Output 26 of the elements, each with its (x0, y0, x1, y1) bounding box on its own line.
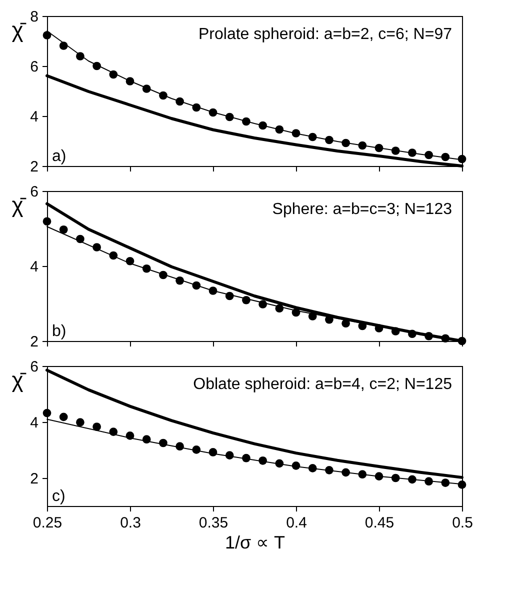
annotation: Prolate spheroid: a=b=2, c=6; N=97 (198, 26, 452, 43)
x-tick-label: 0.45 (364, 514, 394, 532)
x-tick-label: 0.35 (198, 514, 228, 532)
y-axis-title: χ̄ (12, 18, 26, 42)
y-tick-label: 2 (30, 470, 38, 488)
x-tick-label: 0.3 (120, 514, 141, 532)
y-tick-label: 2 (30, 334, 38, 350)
y-tick-label: 4 (30, 258, 38, 276)
y-tick-label: 6 (30, 58, 38, 76)
annotation: Oblate spheroid: a=b=4, c=2; N=125 (193, 376, 452, 393)
y-tick-label: 6 (30, 184, 38, 200)
y-tick-label: 4 (30, 108, 38, 126)
annotation: c) (52, 488, 66, 505)
y-tick-label: 8 (30, 8, 38, 26)
y-axis-title: χ̄ (12, 368, 26, 392)
x-tick-label: 0.5 (452, 514, 473, 532)
y-axis-title: χ̄ (12, 192, 26, 218)
y-tick-label: 6 (30, 358, 38, 376)
x-tick-label: 0.25 (32, 514, 62, 532)
annotation: Sphere: a=b=c=3; N=123 (272, 201, 452, 218)
x-tick-label: 0.4 (286, 514, 307, 532)
x-axis-title: 1/σ ∝ T (224, 532, 286, 552)
annotation: b) (52, 323, 66, 340)
y-tick-label: 2 (30, 158, 38, 176)
y-tick-label: 4 (30, 414, 38, 432)
annotation: a) (52, 148, 66, 165)
